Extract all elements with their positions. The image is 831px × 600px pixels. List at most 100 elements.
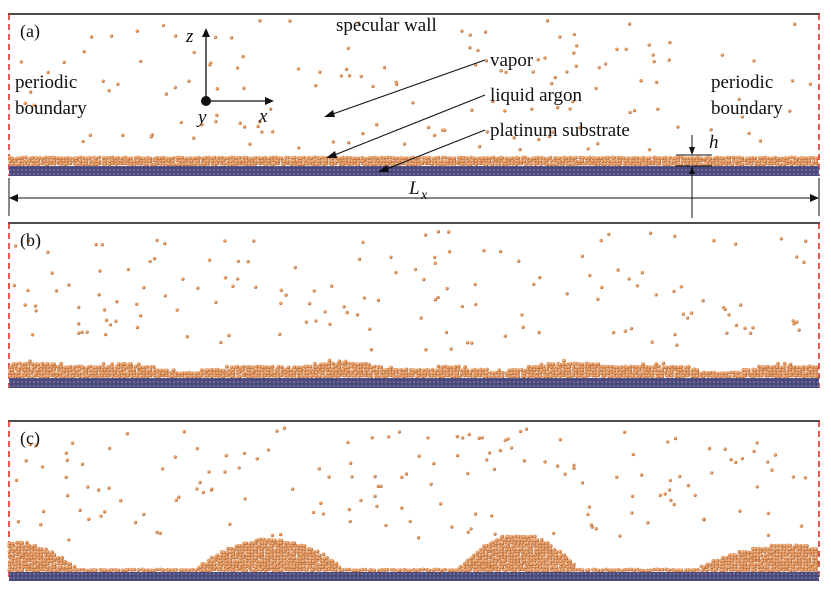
- argon-atom: [790, 79, 795, 83]
- argon-atom: [689, 156, 694, 160]
- argon-atom: [645, 370, 649, 375]
- argon-atom: [686, 364, 691, 369]
- argon-atom: [814, 365, 819, 370]
- argon-atom: [702, 162, 707, 167]
- argon-atom: [421, 368, 426, 373]
- argon-atom: [102, 308, 107, 312]
- argon-atom: [637, 367, 642, 372]
- argon-atom: [683, 371, 688, 376]
- argon-atom: [50, 271, 54, 275]
- argon-atom: [600, 568, 604, 573]
- argon-atom: [461, 368, 466, 372]
- argon-atom: [780, 546, 784, 551]
- argon-atom: [11, 371, 15, 376]
- argon-atom: [535, 371, 540, 376]
- argon-atom: [347, 374, 351, 378]
- argon-atom: [619, 371, 623, 376]
- argon-atom: [109, 34, 114, 38]
- argon-atom: [238, 159, 243, 164]
- argon-atom: [440, 365, 445, 369]
- argon-atom: [755, 441, 759, 445]
- argon-atom: [161, 155, 166, 160]
- argon-atom: [511, 538, 515, 542]
- argon-atom: [552, 156, 557, 160]
- argon-atom: [10, 368, 15, 372]
- argon-atom: [477, 436, 481, 440]
- argon-atom: [126, 156, 130, 161]
- argon-atom: [311, 510, 316, 515]
- argon-atom: [260, 159, 265, 164]
- argon-atom: [257, 156, 261, 161]
- argon-atom: [753, 568, 757, 572]
- argon-atom: [234, 544, 239, 548]
- argon-atom: [125, 567, 130, 572]
- argon-atom: [273, 559, 277, 563]
- argon-atom: [753, 562, 758, 567]
- argon-atom: [254, 364, 259, 369]
- argon-atom: [116, 362, 121, 366]
- argon-atom: [500, 156, 505, 160]
- argon-atom: [782, 565, 786, 569]
- argon-atom: [751, 326, 755, 330]
- argon-atom: [565, 374, 570, 379]
- argon-atom: [81, 139, 85, 144]
- argon-atom: [734, 323, 738, 327]
- argon-atom: [634, 368, 639, 373]
- argon-atom: [201, 490, 205, 495]
- argon-atom: [715, 158, 720, 163]
- argon-atom: [752, 449, 756, 453]
- argon-atom: [33, 559, 38, 564]
- argon-atom: [647, 373, 652, 378]
- film-height-marker: h: [676, 132, 719, 218]
- argon-atom: [727, 313, 731, 317]
- argon-atom: [807, 158, 812, 163]
- argon-atom: [517, 567, 522, 572]
- argon-atom: [747, 562, 752, 567]
- argon-atom: [346, 141, 351, 145]
- argon-atom: [651, 368, 655, 373]
- argon-atom: [789, 370, 793, 375]
- argon-atom: [236, 259, 240, 263]
- argon-atom: [438, 502, 443, 506]
- argon-atom: [434, 368, 439, 373]
- argon-atom: [773, 453, 777, 457]
- argon-atom: [171, 156, 176, 160]
- liquid-argon-arrow: [326, 94, 486, 158]
- argon-atom: [755, 485, 759, 489]
- argon-atom: [30, 565, 35, 570]
- argon-atom: [52, 161, 57, 166]
- argon-atom: [588, 273, 592, 278]
- argon-atom: [283, 544, 288, 549]
- argon-atom: [30, 162, 35, 167]
- argon-atom: [30, 333, 35, 337]
- argon-atom: [148, 159, 153, 164]
- argon-atom: [426, 368, 431, 373]
- argon-atom: [298, 565, 303, 569]
- argon-atom: [804, 562, 809, 567]
- argon-atom: [33, 543, 37, 548]
- argon-atom: [456, 567, 460, 572]
- argon-atom: [520, 561, 525, 566]
- argon-atom: [772, 567, 777, 572]
- argon-atom: [795, 161, 800, 166]
- argon-atom: [769, 368, 774, 373]
- argon-atom: [804, 547, 809, 551]
- argon-atom: [42, 562, 47, 567]
- argon-atom: [798, 162, 802, 167]
- argon-atom: [778, 371, 783, 376]
- argon-atom: [17, 544, 22, 548]
- argon-atom: [562, 358, 566, 363]
- argon-atom: [555, 568, 559, 573]
- argon-atom: [788, 559, 793, 564]
- argon-atom: [655, 371, 659, 376]
- argon-atom: [513, 534, 518, 539]
- argon-atom: [549, 159, 554, 163]
- argon-atom: [568, 561, 572, 566]
- argon-atom: [241, 364, 246, 369]
- argon-atom: [40, 559, 44, 564]
- argon-atom: [212, 155, 217, 160]
- argon-atom: [443, 373, 448, 378]
- argon-atom: [622, 430, 627, 434]
- argon-atom: [460, 29, 464, 33]
- argon-atom: [811, 559, 816, 564]
